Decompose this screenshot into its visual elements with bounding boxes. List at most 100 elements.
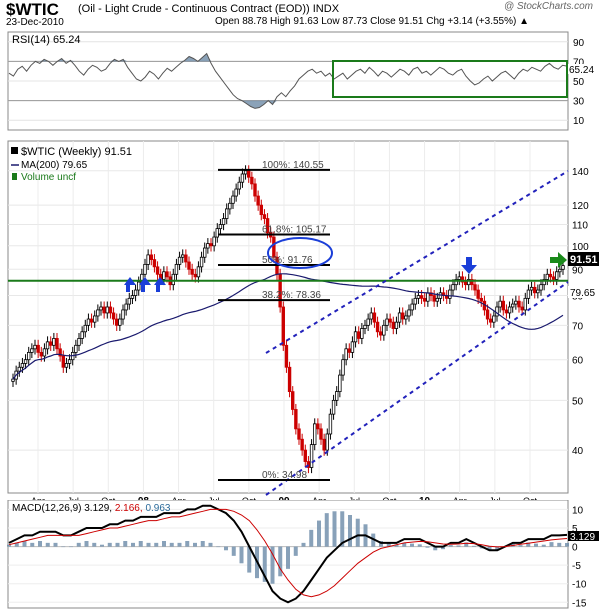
arrow-down-icon xyxy=(461,257,477,274)
price-candle xyxy=(36,339,40,359)
macd-histogram-bar xyxy=(231,546,236,556)
x-tick-label: Oct xyxy=(523,496,538,500)
candle-body xyxy=(526,289,531,299)
price-candle xyxy=(551,271,556,286)
candle-body xyxy=(240,173,245,183)
candle-body xyxy=(243,170,248,175)
price-candle xyxy=(177,251,182,271)
arrow-up-icon xyxy=(154,277,166,292)
fib-level-label: 0%: 34.98 xyxy=(262,470,307,481)
candle-body xyxy=(247,170,251,178)
quote-summary: Open 88.78 High 91.63 Low 87.73 Close 91… xyxy=(215,16,529,27)
macd-tick-label: -10 xyxy=(572,580,587,591)
macd-histogram-bar xyxy=(317,520,321,547)
macd-histogram-bar xyxy=(394,544,399,547)
price-candle xyxy=(401,307,405,325)
candle-body xyxy=(300,438,304,451)
price-candle xyxy=(58,343,62,362)
candle-body xyxy=(121,309,125,320)
price-candle xyxy=(369,307,373,325)
price-candle xyxy=(507,301,512,319)
ma200-value-label: 79.65 xyxy=(570,288,595,299)
macd-histogram-bar xyxy=(417,544,422,547)
candle-body xyxy=(319,428,323,440)
price-candle xyxy=(130,290,135,305)
price-candle xyxy=(89,313,94,328)
price-candle xyxy=(328,408,333,440)
candle-body xyxy=(67,359,72,364)
candle-body xyxy=(237,181,241,190)
price-candle xyxy=(240,168,245,188)
candle-body xyxy=(309,444,314,468)
price-candle xyxy=(523,292,527,316)
candle-body xyxy=(325,433,329,451)
price-candle xyxy=(124,298,128,316)
macd-signal-line xyxy=(8,508,568,598)
price-candle xyxy=(281,301,285,351)
candle-body xyxy=(130,295,135,299)
candle-body xyxy=(363,324,367,329)
price-candle xyxy=(300,433,304,456)
candle-body xyxy=(413,297,417,305)
price-panel: 405060708090100110120140 AprJulOct08AprJ… xyxy=(7,140,599,500)
x-tick-label: Jul xyxy=(208,496,220,500)
candle-body xyxy=(391,321,395,329)
price-candle xyxy=(121,304,125,325)
price-candle xyxy=(347,343,351,359)
macd-histogram-bar xyxy=(464,542,469,547)
price-candle xyxy=(451,279,455,296)
price-candle xyxy=(218,219,223,235)
candle-body xyxy=(23,359,28,364)
candle-body xyxy=(294,409,298,430)
macd-histogram-bar xyxy=(270,546,275,584)
macd-histogram-bar xyxy=(278,546,283,577)
candle-body xyxy=(394,321,399,329)
price-candle xyxy=(476,284,480,305)
price-candle xyxy=(17,361,21,377)
macd-histogram-bar xyxy=(534,543,538,547)
macd-histogram-bar xyxy=(410,543,414,547)
candle-body xyxy=(473,284,477,291)
price-candle xyxy=(313,418,317,451)
price-candle xyxy=(127,292,131,310)
price-candle xyxy=(196,261,201,283)
price-candle xyxy=(137,276,141,296)
candle-body xyxy=(382,324,386,336)
candle-body xyxy=(55,338,59,350)
candle-body xyxy=(529,286,534,291)
candle-body xyxy=(416,295,421,299)
price-candle xyxy=(294,403,298,435)
candle-body xyxy=(548,273,553,278)
candle-body xyxy=(291,391,295,410)
candle-body xyxy=(353,331,358,343)
price-tick-label: 50 xyxy=(572,396,584,407)
price-candle xyxy=(149,249,153,266)
macd-histogram-bar xyxy=(541,544,546,547)
candle-body xyxy=(102,306,106,314)
macd-histogram-bar xyxy=(402,542,407,547)
candle-body xyxy=(338,374,342,393)
price-candle xyxy=(212,231,216,252)
candle-body xyxy=(542,279,546,286)
price-candle xyxy=(375,316,380,338)
price-candle xyxy=(454,273,458,291)
candle-body xyxy=(58,348,62,357)
macd-tick-label: 0 xyxy=(572,543,578,554)
price-candle xyxy=(162,266,166,286)
x-tick-label: Jul xyxy=(349,496,361,500)
price-candle xyxy=(492,310,496,328)
candle-body xyxy=(52,338,56,346)
macd-histogram-bar xyxy=(7,544,11,547)
candle-body xyxy=(105,306,109,314)
candle-body xyxy=(146,254,150,265)
rsi-tick-label: 10 xyxy=(573,116,585,127)
candle-body xyxy=(344,348,348,361)
candle-body xyxy=(485,309,490,320)
macd-histogram-bar xyxy=(14,542,19,547)
macd-histogram-bar xyxy=(208,542,213,547)
support-arrows xyxy=(124,252,567,292)
legend-price: $WTIC (Weekly) 91.51 xyxy=(21,146,132,158)
price-candle xyxy=(55,332,59,355)
candle-body xyxy=(514,300,518,305)
macd-histogram-bar xyxy=(131,542,135,547)
